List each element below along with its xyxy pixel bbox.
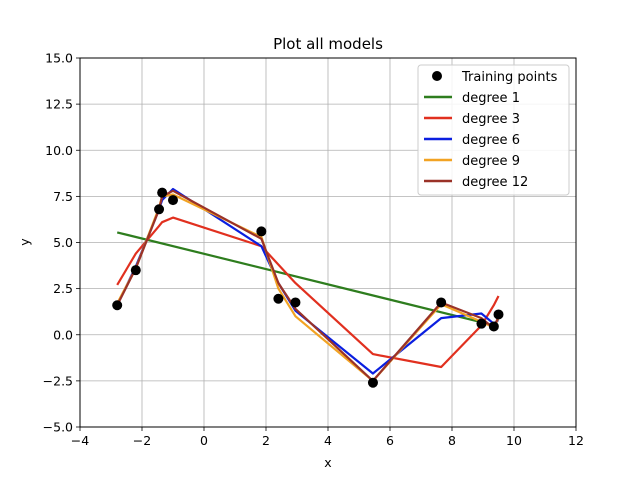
y-tick-label: 15.0: [45, 51, 73, 66]
x-tick-label: 6: [386, 433, 394, 448]
plot-lines: [116, 187, 500, 382]
training-point: [290, 297, 301, 308]
legend-label: degree 12: [462, 175, 528, 190]
training-point: [436, 297, 447, 308]
x-tick-label: 4: [324, 433, 332, 448]
training-point: [273, 293, 284, 304]
x-tick-label: −2: [133, 433, 151, 448]
y-tick-label: −5.0: [43, 420, 73, 435]
legend: Training points degree 1 degree 3 degree 6 d…: [417, 64, 570, 196]
x-tick-label: 8: [448, 433, 456, 448]
y-tick-label: 5.0: [53, 235, 73, 250]
x-axis-label: x: [324, 455, 331, 470]
training-point: [130, 265, 141, 276]
y-tick-label: 10.0: [45, 143, 73, 158]
y-tick-label: 2.5: [53, 281, 73, 296]
y-axis-label: y: [17, 238, 32, 246]
x-tick-label: −4: [71, 433, 89, 448]
training-points: [112, 187, 504, 388]
training-point: [256, 226, 267, 237]
y-tick-label: 0.0: [53, 327, 73, 342]
legend-label: degree 6: [462, 133, 520, 148]
training-point: [493, 309, 504, 320]
training-point: [112, 300, 123, 311]
series-line-degree-12: [116, 189, 500, 382]
chart-title: Plot all models: [273, 35, 383, 53]
legend-label: Training points: [461, 70, 558, 85]
series-line-degree-9: [116, 193, 500, 382]
training-point: [154, 204, 165, 215]
training-point: [476, 318, 487, 329]
series-line-degree-6: [116, 187, 500, 375]
x-tick-label: 12: [568, 433, 584, 448]
training-point: [168, 195, 178, 206]
legend-box: [417, 64, 570, 196]
x-tick-label: 10: [506, 433, 522, 448]
y-tick-label: −2.5: [43, 373, 73, 388]
x-tick-label: 0: [200, 433, 208, 448]
y-tick-label: 12.5: [45, 97, 73, 112]
legend-label: degree 9: [462, 154, 520, 169]
training-point: [488, 321, 499, 332]
legend-label: degree 1: [462, 91, 520, 106]
training-point: [367, 377, 378, 388]
series-line-degree-3: [116, 216, 500, 369]
series-line-degree-1: [116, 231, 499, 328]
legend-label: degree 3: [462, 112, 520, 127]
y-tick-label: 7.5: [53, 189, 73, 204]
x-tick-label: 2: [262, 433, 270, 448]
training-point: [157, 187, 168, 198]
axes: −4 −2 0 2 4 6 8 10 12 −5.0 −2.5 0.0 2.5 5.0 7.5 10.0 12.…: [43, 51, 584, 449]
legend-marker-training-points: [432, 71, 442, 81]
